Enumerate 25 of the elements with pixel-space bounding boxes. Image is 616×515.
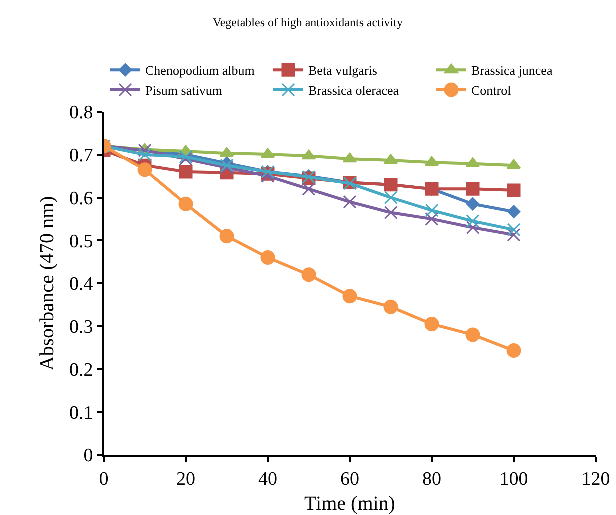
- legend-label: Brassica oleracea: [308, 83, 400, 98]
- x-tick-label: 120: [582, 468, 610, 490]
- y-tick-label: 0.7: [69, 146, 94, 167]
- y-tick-label: 0.8: [69, 102, 94, 124]
- x-axis-title: Time (min): [304, 493, 396, 515]
- y-tick-label: 0.4: [69, 274, 94, 296]
- chart-title: Vegetables of high antioxidants activity: [213, 15, 403, 30]
- x-tick-label: 80: [422, 468, 442, 490]
- x-tick-label: 60: [340, 468, 360, 490]
- legend-label: Pisum sativum: [146, 83, 222, 98]
- legend-label: Control: [472, 83, 512, 98]
- y-tick-label: 0.3: [69, 317, 94, 338]
- y-axis-title: Absorbance (470 nm): [36, 196, 58, 371]
- y-tick-label: 0.1: [69, 402, 94, 424]
- legend-label: Beta vulgaris: [308, 63, 378, 78]
- x-tick-label: 20: [176, 468, 196, 490]
- x-tick-label: 40: [258, 468, 278, 490]
- x-tick-label: 100: [500, 468, 528, 490]
- x-tick-label: 0: [99, 468, 109, 490]
- legend-label: Brassica juncea: [472, 63, 553, 78]
- legend-label: Chenopodium album: [146, 63, 255, 78]
- y-tick-label: 0.6: [69, 188, 94, 210]
- y-tick-label: 0.5: [69, 231, 94, 252]
- y-tick-label: 0: [84, 446, 94, 467]
- y-tick-label: 0.2: [69, 360, 94, 381]
